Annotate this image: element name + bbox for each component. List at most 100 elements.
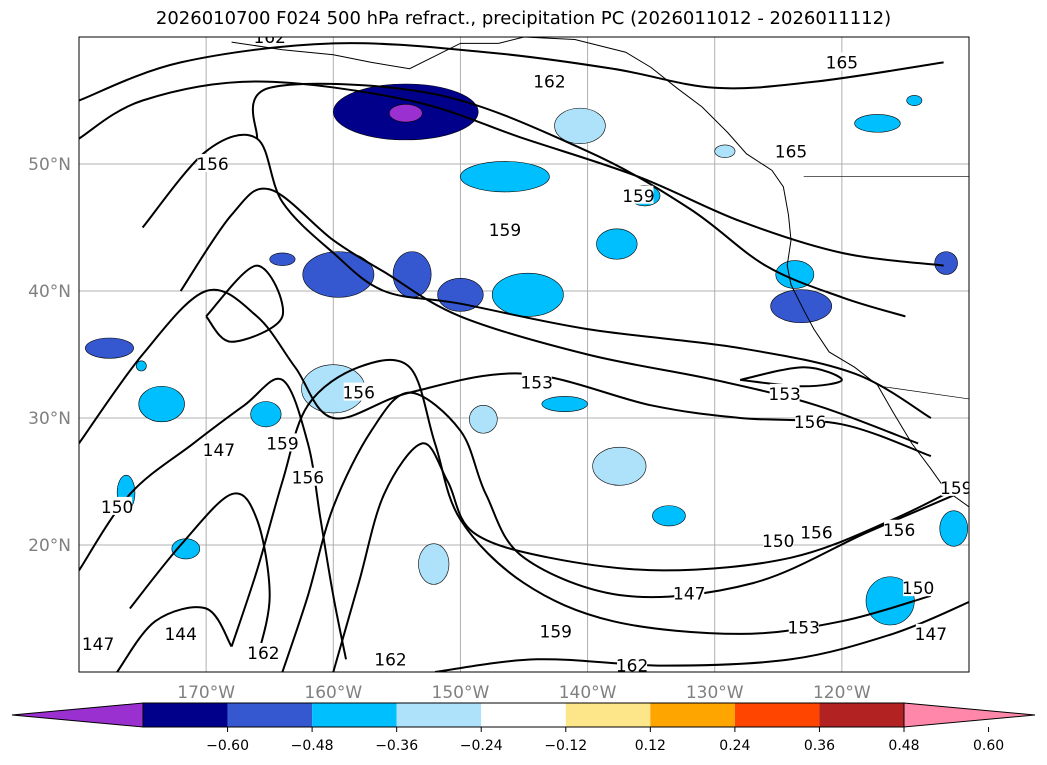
contour-line [434, 601, 969, 672]
contour-label: 156 [800, 523, 832, 543]
precip-patch [491, 272, 564, 317]
contour-label: 159 [940, 479, 972, 499]
colorbar-tick-label: 0.48 [888, 738, 919, 754]
contour-lines [79, 42, 969, 672]
lat-tick-label: 40°N [28, 282, 71, 302]
lon-tick-label: 170°W [177, 683, 235, 703]
contour-label: 147 [915, 625, 947, 645]
precip-patch [85, 337, 134, 359]
colorbar-segment [312, 703, 397, 727]
contour-label: 150 [101, 498, 133, 518]
colorbar-segment [819, 703, 904, 727]
contour-label: 156 [196, 155, 228, 175]
contour-label: 156 [794, 413, 826, 433]
contour-label-bg [489, 220, 520, 239]
colorbar-segment [481, 703, 566, 727]
precip-patch [934, 251, 958, 275]
lon-tick-label: 130°W [686, 683, 744, 703]
contour-label: 147 [203, 441, 235, 461]
latitude-ticks: 50°N 40°N 30°N 20°N [28, 155, 71, 556]
contour-label-bg [203, 439, 234, 458]
contour-line [79, 42, 944, 102]
contour-label-bg [915, 623, 946, 642]
precip-patch [469, 404, 498, 434]
contour-label-bg [617, 655, 648, 672]
contour-label: 162 [253, 28, 285, 48]
contour-label: 159 [540, 622, 572, 642]
contour-label-bg [826, 52, 857, 71]
lat-tick-label: 30°N [28, 409, 71, 429]
colorbar-segment [565, 703, 651, 727]
contour-line [129, 492, 271, 660]
lat-tick-label: 50°N [28, 155, 71, 175]
precip-patch [269, 252, 296, 266]
precip-patch [596, 228, 638, 260]
colorbar-segment [396, 703, 482, 727]
contour-line [79, 377, 347, 660]
colorbar-tick-label: 0.60 [973, 738, 1004, 754]
lon-tick-label: 160°W [304, 683, 362, 703]
contour-label-bg [254, 37, 285, 45]
contour-label-bg [292, 467, 323, 486]
contour-label: 165 [775, 142, 807, 162]
colorbar: −0.60 −0.48 −0.36 −0.24 −0.12 0.12 0.24 0.36 0.4… [11, 702, 1036, 754]
colorbar-segment [143, 703, 228, 727]
precip-patch [652, 505, 686, 527]
contour-label-bg [795, 411, 826, 430]
contour-label-bg [769, 383, 800, 402]
contour-label: 162 [616, 657, 648, 677]
precip-patch [437, 277, 484, 312]
colorbar-tick-label: −0.48 [291, 738, 334, 754]
border-line [879, 385, 969, 400]
contour-label-bg [165, 623, 196, 642]
coastline-path [498, 37, 969, 514]
precip-patch [939, 510, 969, 547]
contour-label-bg [343, 382, 374, 401]
lon-tick-label: 140°W [559, 683, 617, 703]
contour-label: 144 [164, 625, 196, 645]
precip-patch [770, 289, 832, 324]
precip-patch [775, 260, 815, 289]
alaska-coast [231, 41, 499, 70]
contour-line [116, 606, 233, 672]
contour-label: 153 [520, 373, 552, 393]
contour-line [332, 442, 969, 672]
contour-label-bg [903, 578, 934, 597]
lon-tick-label: 150°W [432, 683, 490, 703]
contour-line [281, 391, 957, 672]
colorbar-tick-label: 0.36 [804, 738, 835, 754]
plot-frame [78, 36, 970, 673]
precip-patch [388, 104, 423, 123]
precip-patch [714, 144, 736, 158]
contour-label-bg [102, 496, 133, 515]
contour-label-bg [674, 583, 705, 602]
contour-label-bg [534, 71, 565, 90]
contour-line [251, 82, 906, 318]
contour-label: 156 [342, 384, 374, 404]
contour-label-bg [776, 141, 806, 160]
contour-label-bg [267, 433, 298, 452]
contour-label: 156 [292, 469, 324, 489]
colorbar-tick-label: −0.12 [544, 738, 587, 754]
contour-label: 150 [902, 579, 934, 599]
contour-label: 153 [768, 385, 800, 405]
longitude-ticks: 170°W 160°W 150°W 140°W 130°W 120°W [177, 683, 871, 703]
precip-patch [302, 251, 375, 298]
precip-patch [171, 538, 201, 560]
precip-patch [418, 543, 450, 585]
contour-label-bg [788, 617, 819, 636]
contour-label-bg [801, 522, 832, 541]
colorbar-segment [227, 703, 313, 727]
lon-tick-label: 120°W [813, 683, 871, 703]
contour-line [141, 133, 932, 419]
precip-patch [460, 161, 550, 193]
precip-patch [554, 107, 606, 144]
contour-line [79, 80, 944, 267]
contour-label-bg [540, 621, 571, 640]
precip-patch [541, 396, 588, 412]
chart-title: 2026010700 F024 500 hPa refract., precip… [155, 8, 892, 29]
colorbar-segment [734, 703, 820, 727]
contour-label: 156 [883, 521, 915, 541]
colorbar-tick-label: 0.12 [635, 738, 666, 754]
